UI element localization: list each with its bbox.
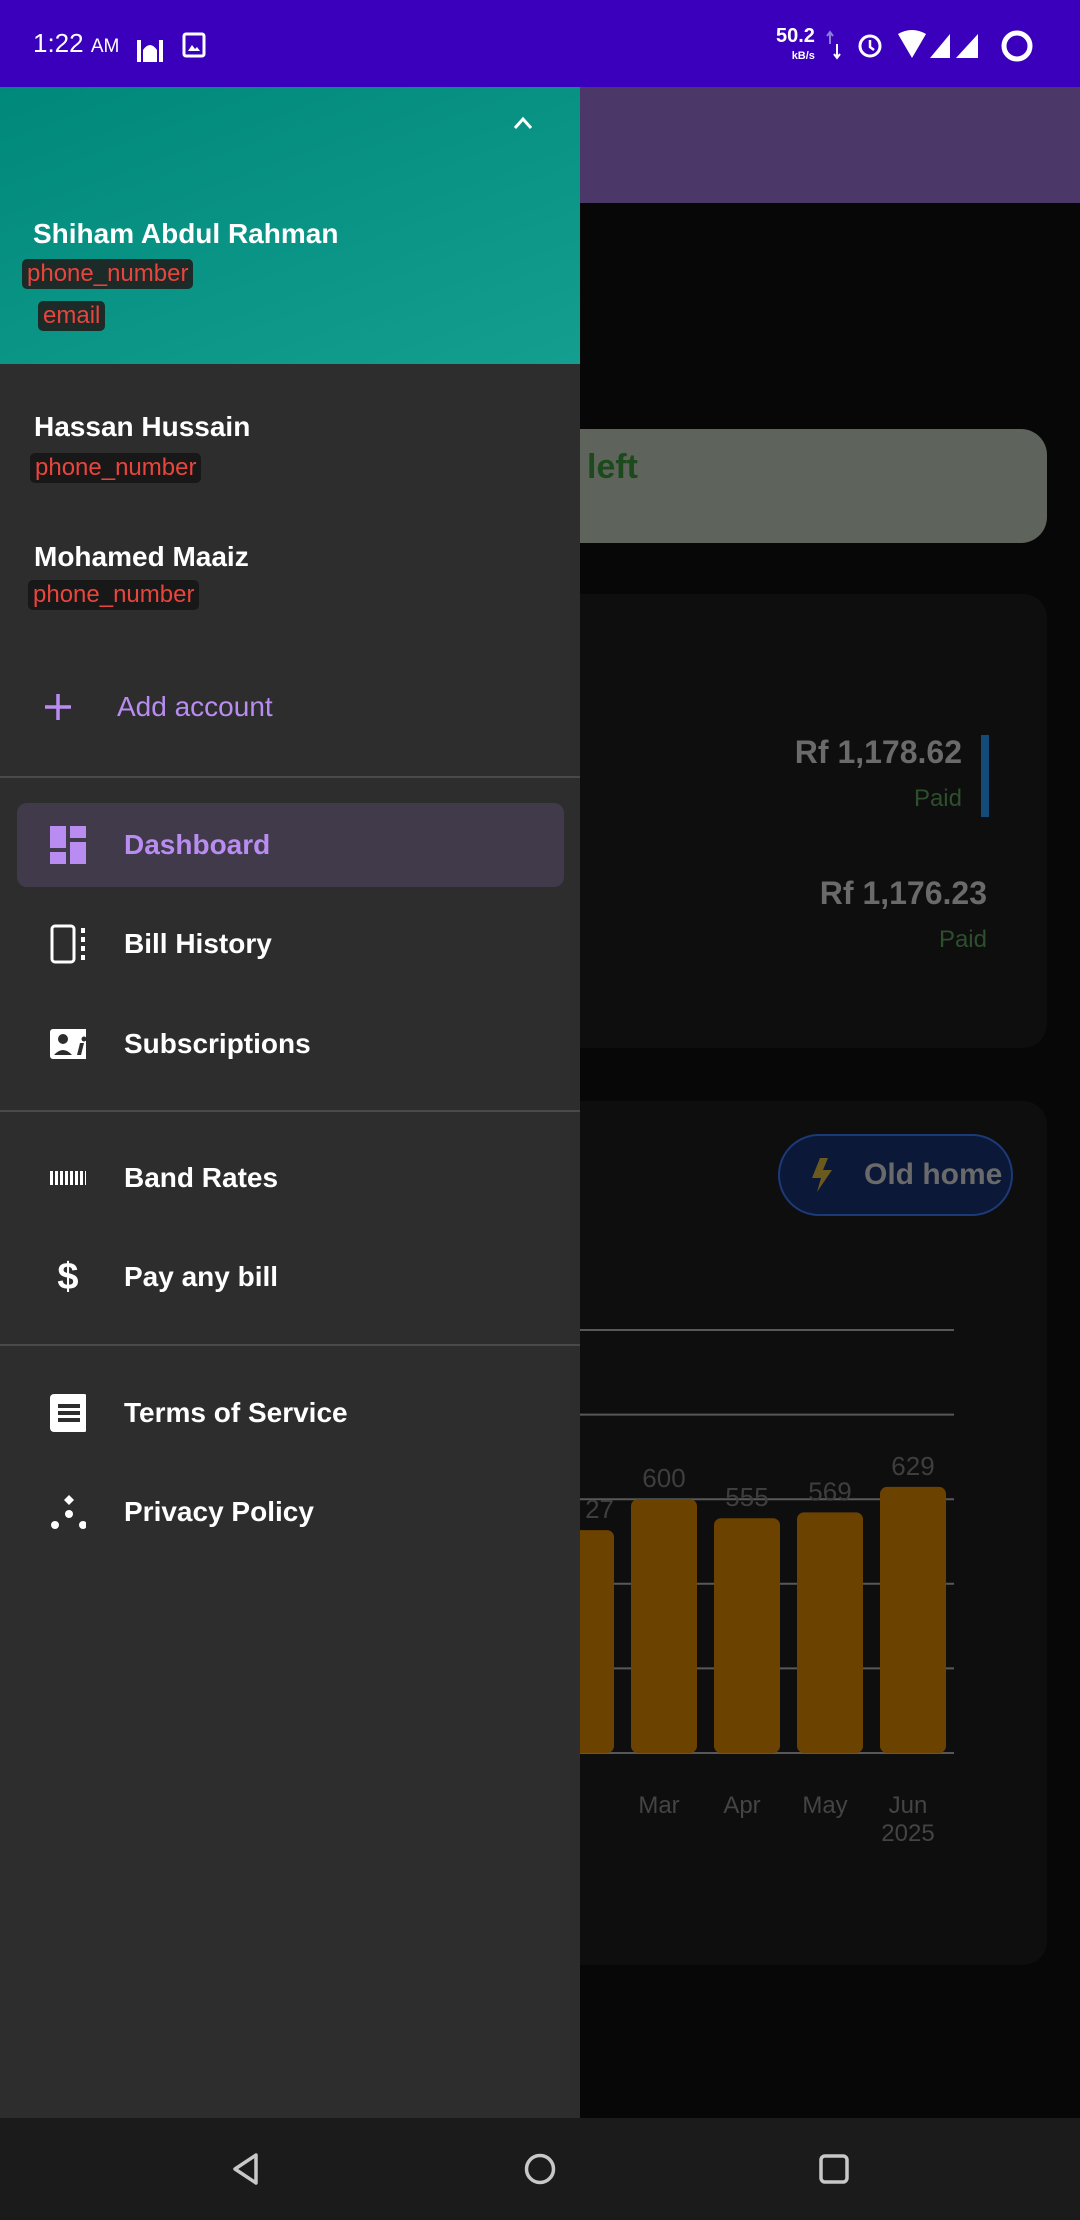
home-button[interactable] — [523, 2152, 557, 2186]
dollar-icon: $ — [57, 1255, 79, 1298]
document-icon — [50, 1394, 86, 1432]
bill-history-icon — [50, 924, 86, 964]
recents-button[interactable] — [818, 2153, 850, 2185]
app-bar — [580, 87, 1080, 203]
divider — [0, 776, 580, 778]
drawer-header[interactable]: Shiham Abdul Rahman phone_number email — [0, 87, 580, 364]
drawer-item-terms-of-service[interactable]: Terms of Service — [17, 1371, 564, 1455]
drawer-item-label: Bill History — [124, 928, 272, 959]
bill-status: Paid — [913, 785, 962, 812]
image-icon — [182, 32, 206, 58]
status-bar: 1:22 AM 50.2 kB/s — [0, 0, 1080, 87]
mosque-icon — [137, 40, 163, 62]
bar-value-label: 600 — [642, 1463, 685, 1493]
drawer-item-band-rates[interactable]: Band Rates — [17, 1136, 564, 1220]
navigation-drawer: Shiham Abdul Rahman phone_number email H… — [0, 87, 580, 2118]
wifi-signal-icons — [898, 30, 978, 58]
drawer-item-dashboard[interactable]: Dashboard — [17, 803, 564, 887]
drawer-item-label: Dashboard — [124, 829, 271, 860]
ampm-text: AM — [90, 36, 120, 57]
subscriptions-icon — [50, 1026, 86, 1062]
bar-value-label: 629 — [891, 1451, 934, 1481]
banner-text: left — [587, 448, 638, 486]
drawer-item-label: Pay any bill — [124, 1261, 279, 1292]
bill-amount: Rf 1,176.23 — [819, 875, 987, 911]
dashboard-icon — [50, 826, 86, 864]
bar-value-label: 27 — [585, 1494, 614, 1524]
drawer-item-bill-history[interactable]: Bill History — [17, 902, 564, 986]
bar — [880, 1486, 946, 1753]
bar — [631, 1499, 697, 1753]
dots-icon — [50, 1494, 86, 1530]
account-name: Shiham Abdul Rahman — [33, 218, 339, 249]
add-account-button[interactable]: Add account — [0, 667, 580, 747]
account-name: Mohamed Maaiz — [34, 541, 249, 572]
time-text: 1:22 — [33, 28, 84, 58]
account-item[interactable]: Hassan Hussain phone_number — [0, 405, 580, 495]
account-item[interactable]: Mohamed Maaiz phone_number — [0, 535, 580, 625]
drawer-item-pay-any-bill[interactable]: $ Pay any bill — [17, 1235, 564, 1319]
drawer-item-privacy-policy[interactable]: Privacy Policy — [17, 1470, 564, 1554]
x-tick-label: Mar — [638, 1792, 679, 1819]
drawer-item-label: Band Rates — [124, 1162, 279, 1193]
data-arrows-icon — [826, 30, 841, 60]
bar-value-label: 555 — [725, 1482, 768, 1512]
account-email: email — [38, 301, 106, 331]
bar — [714, 1518, 780, 1753]
bill-amount: Rf 1,178.62 — [794, 734, 962, 770]
account-phone: phone_number — [22, 259, 194, 289]
current-bill-indicator — [981, 735, 989, 817]
chevron-up-icon[interactable] — [512, 115, 534, 131]
bar — [797, 1512, 863, 1753]
meter-name: Old home — [864, 1158, 1003, 1191]
alarm-icon — [858, 34, 882, 58]
circle-icon — [1001, 30, 1033, 62]
drawer-item-label: Subscriptions — [124, 1028, 311, 1059]
add-account-label: Add account — [117, 691, 273, 722]
x-tick-label: May — [802, 1792, 847, 1819]
account-phone: phone_number — [30, 453, 202, 483]
bar-value-label: 569 — [808, 1476, 851, 1506]
drawer-item-subscriptions[interactable]: Subscriptions — [17, 1002, 564, 1086]
lightning-icon — [812, 1158, 832, 1192]
divider — [0, 1344, 580, 1346]
bill-status: Paid — [938, 926, 987, 953]
account-phone: phone_number — [28, 580, 200, 610]
year-label: 2025 — [881, 1820, 934, 1847]
system-nav-bar — [0, 2118, 1080, 2220]
back-button[interactable] — [230, 2152, 262, 2186]
drawer-item-label: Terms of Service — [124, 1397, 348, 1428]
x-tick-label: Apr — [723, 1792, 760, 1819]
account-name: Hassan Hussain — [34, 411, 251, 442]
clock: 1:22 AM — [33, 28, 119, 59]
drawer-item-label: Privacy Policy — [124, 1496, 314, 1527]
x-tick-label: Jun — [889, 1792, 928, 1819]
divider — [0, 1110, 580, 1112]
barcode-icon — [50, 1160, 86, 1196]
plus-icon — [45, 694, 71, 720]
net-speed: 50.2 kB/s — [776, 25, 815, 62]
meter-select-button[interactable]: Old home — [778, 1134, 1013, 1216]
